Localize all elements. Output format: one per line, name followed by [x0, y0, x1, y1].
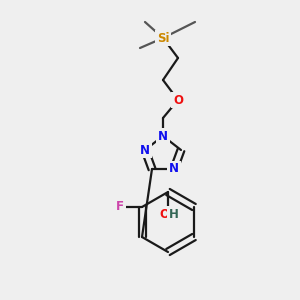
Text: H: H: [169, 208, 179, 220]
Text: F: F: [116, 200, 124, 214]
Text: N: N: [140, 143, 150, 157]
Text: N: N: [158, 130, 168, 142]
Text: O: O: [159, 208, 169, 220]
Text: Si: Si: [157, 32, 169, 44]
Text: O: O: [173, 94, 183, 106]
Text: N: N: [169, 163, 179, 176]
